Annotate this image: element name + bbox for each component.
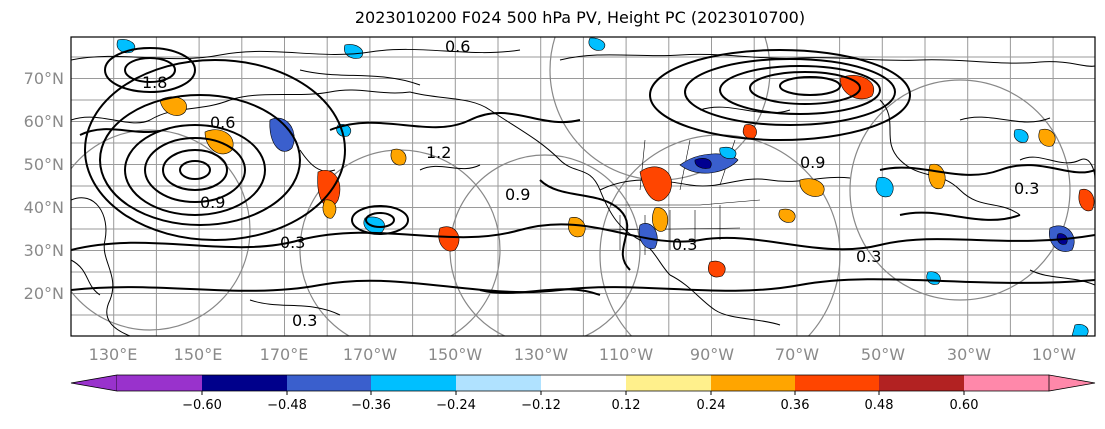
contour-labels: 1.8 0.9 0.6 1.2 0.9 0.3 0.3 0.6 0.9 0.3 … <box>142 37 1039 330</box>
colorbar-segment <box>795 375 879 391</box>
longitude-tick-label: 110°W <box>599 345 654 364</box>
map-content: 1.8 0.9 0.6 1.2 0.9 0.3 0.3 0.6 0.9 0.3 … <box>71 37 1095 336</box>
contour-label: 0.3 <box>672 235 697 254</box>
colorbar-segment <box>202 375 287 391</box>
colorbar-tick-label: −0.48 <box>267 398 307 413</box>
contour-label: 0.6 <box>445 37 470 56</box>
longitude-tick-label: 130°E <box>89 345 138 364</box>
colorbar-segment <box>287 375 371 391</box>
longitude-tick-label: 170°W <box>343 345 398 364</box>
colorbar-tick-label: −0.60 <box>182 398 222 413</box>
colorbar-segment <box>456 375 541 391</box>
longitude-tick-label: 150°W <box>428 345 483 364</box>
colorbar-segment <box>117 375 202 391</box>
colorbar-segment <box>879 375 964 391</box>
colorbar-tick-label: 0.36 <box>781 398 810 413</box>
contour-label: 0.3 <box>1014 179 1039 198</box>
height-contours <box>71 47 1095 296</box>
contour-label: 1.2 <box>426 143 451 162</box>
contour-label: 0.6 <box>210 113 235 132</box>
pv-contour-lines <box>71 48 1051 316</box>
positive-anomaly-shading <box>159 75 1095 278</box>
longitude-tick-label: 70°W <box>775 345 819 364</box>
colorbar-tick-label: −0.24 <box>436 398 476 413</box>
graticule-grid <box>71 37 1095 336</box>
latitude-tick-label: 40°N <box>24 198 64 217</box>
colorbar-segment <box>711 375 795 391</box>
colorbar-tick-label: 0.24 <box>697 398 726 413</box>
colorbar-tick-label: 0.48 <box>865 398 894 413</box>
colorbar-extension-high <box>1048 374 1096 392</box>
colorbar-segment <box>371 375 456 391</box>
colorbar: −0.60 −0.48 −0.36 −0.24 −0.12 0.12 0.24 0.36 0.4… <box>70 374 1096 413</box>
coastlines <box>71 53 1095 336</box>
colorbar-tick-label: 0.12 <box>612 398 641 413</box>
latitude-tick-label: 30°N <box>24 241 64 260</box>
contour-label: 1.8 <box>142 73 167 92</box>
negative-anomaly-shading <box>116 37 1089 336</box>
colorbar-tick-label: −0.12 <box>521 398 561 413</box>
latitude-tick-label: 60°N <box>24 112 64 131</box>
latitude-tick-labels: 70°N 60°N 50°N 40°N 30°N 20°N <box>24 69 64 303</box>
contour-label: 0.9 <box>200 193 225 212</box>
colorbar-segment <box>964 375 1049 391</box>
longitude-tick-label: 150°E <box>174 345 223 364</box>
colorbar-extension-low <box>70 374 118 392</box>
longitude-tick-label: 30°W <box>947 345 991 364</box>
latitude-tick-label: 50°N <box>24 155 64 174</box>
longitude-tick-labels: 130°E 150°E 170°E 170°W 150°W 130°W 110°W 90°W 7… <box>89 345 1077 364</box>
latitude-tick-label: 70°N <box>24 69 64 88</box>
contour-label: 0.9 <box>800 153 825 172</box>
longitude-tick-label: 50°W <box>861 345 905 364</box>
contour-label: 0.3 <box>280 233 305 252</box>
colorbar-segment <box>626 375 711 391</box>
longitude-tick-label: 10°W <box>1032 345 1076 364</box>
colorbar-tick-label: 0.60 <box>950 398 979 413</box>
colorbar-tick-label: −0.36 <box>351 398 391 413</box>
longitude-tick-label: 90°W <box>690 345 734 364</box>
contour-label: 0.9 <box>505 185 530 204</box>
colorbar-segment <box>541 375 626 391</box>
longitude-tick-label: 170°E <box>260 345 309 364</box>
contour-label: 0.3 <box>856 247 881 266</box>
latitude-tick-label: 20°N <box>24 284 64 303</box>
contour-label: 0.3 <box>292 311 317 330</box>
map-frame <box>70 36 1096 337</box>
longitude-tick-label: 130°W <box>514 345 569 364</box>
map-title: 2023010200 F024 500 hPa PV, Height PC (2… <box>354 8 806 27</box>
